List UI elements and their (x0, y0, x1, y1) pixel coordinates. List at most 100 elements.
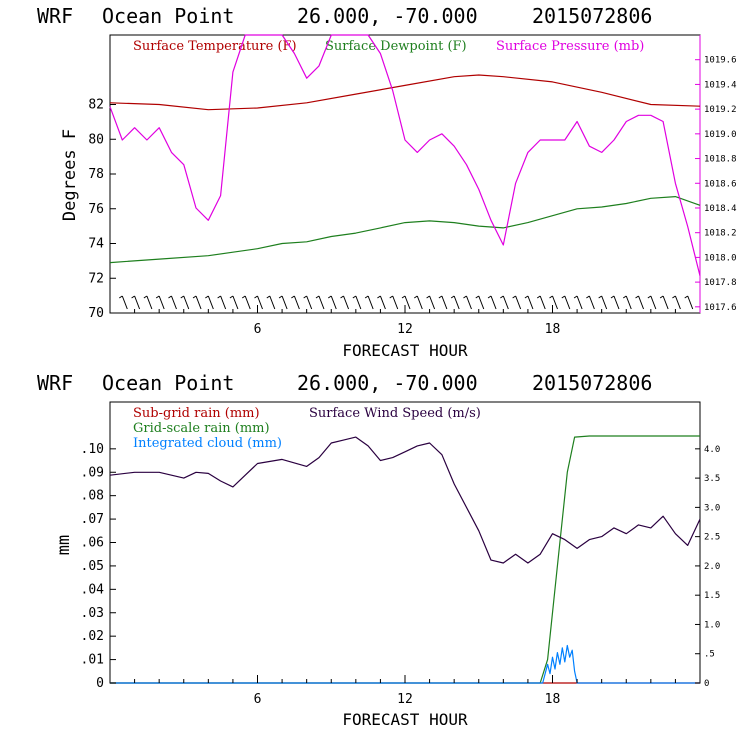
wind-barb-flag (438, 295, 443, 299)
wind-barb-staff (552, 295, 558, 310)
wind-barb-flag (131, 295, 135, 299)
wind-barb-staff (134, 295, 141, 310)
y-tick-label: 80 (88, 132, 104, 147)
y2-tick-label: 1019.4 (704, 80, 737, 90)
wind-barb-staff (478, 295, 485, 310)
wind-barb-staff (293, 295, 300, 310)
y-tick-label: 76 (88, 202, 104, 217)
wind-barb-staff (527, 295, 534, 310)
wind-barb-flag (635, 295, 639, 299)
wind-barb-staff (601, 295, 608, 310)
header-location-2: Ocean Point (102, 371, 234, 395)
wind-barb-staff (576, 295, 583, 310)
wind-barb-flag (340, 295, 344, 299)
wind-barb-flag (561, 295, 566, 299)
wind-barb-flag (364, 295, 369, 299)
y-axis-label-2: mm (54, 535, 74, 555)
legend-gridscale-rain: Grid-scale rain (mm) (133, 421, 270, 436)
wind-barb-staff (257, 295, 263, 310)
wind-barb-flag (672, 295, 676, 299)
wind-barb-staff (674, 295, 681, 310)
wind-barbs (119, 295, 694, 310)
wind-barb-staff (539, 295, 546, 310)
y2-tick-label: 2.0 (704, 562, 720, 572)
wind-barb-flag (586, 295, 590, 299)
wind-barb-flag (647, 295, 652, 299)
wind-barb-flag (241, 295, 246, 299)
wind-barb-staff (588, 295, 595, 310)
wind-barb-staff (429, 295, 436, 310)
y2-tick-label: 3.5 (704, 474, 720, 484)
wind-barb-flag (192, 295, 197, 299)
wind-barb-staff (367, 295, 374, 310)
wind-barb-staff (453, 295, 460, 310)
y2-tick-label: 1018.0 (704, 253, 737, 263)
y-tick-label: .04 (81, 582, 105, 597)
wind-barb-flag (573, 295, 578, 299)
wind-barb-staff (687, 295, 694, 310)
y2-tick-label: 1018.6 (704, 179, 737, 189)
wind-barb-staff (244, 295, 251, 310)
y-tick-label: 0 (96, 676, 104, 691)
wind-barb-staff (638, 295, 645, 310)
wind-barb-flag (684, 295, 688, 299)
wind-barb-flag (610, 295, 615, 299)
legend-wind-speed: Surface Wind Speed (m/s) (309, 406, 481, 421)
series-grid-scale-rain-mm (110, 435, 700, 684)
wind-barb-flag (180, 295, 185, 299)
wind-barb-staff (392, 295, 399, 310)
wind-barb-flag (549, 295, 553, 299)
wind-barb-flag (463, 295, 467, 299)
series-surface-dewpoint-f (109, 196, 701, 264)
wind-barb-flag (143, 295, 148, 299)
wind-barb-flag (450, 295, 455, 299)
wind-barb-flag (414, 295, 418, 299)
wind-barb-flag (217, 295, 221, 299)
y2-tick-label: 1018.8 (704, 155, 737, 165)
wind-barb-flag (291, 295, 295, 299)
wind-barb-staff (355, 295, 362, 310)
y2-tick-label: 1017.6 (704, 303, 737, 313)
wind-barb-staff (416, 295, 423, 310)
wind-barb-staff (146, 295, 153, 310)
wind-barb-flag (622, 295, 627, 299)
wind-barb-staff (306, 295, 313, 310)
y-tick-label: .10 (81, 442, 104, 457)
legend-temperature: Surface Temperature (F) (133, 39, 297, 54)
wind-barb-staff (183, 295, 190, 310)
wind-barb-staff (170, 295, 177, 310)
legend-subgrid-rain: Sub-grid rain (mm) (133, 406, 260, 421)
header-init-2: 2015072806 (532, 371, 652, 395)
wind-barb-flag (536, 295, 541, 299)
wind-barb-flag (487, 295, 492, 299)
y-tick-label: .09 (81, 465, 104, 480)
y2-tick-label: 4.0 (704, 445, 720, 455)
wind-barb-flag (500, 295, 504, 299)
wind-barb-flag (401, 295, 406, 299)
wind-barb-flag (205, 295, 209, 299)
y2-tick-label: 2.5 (704, 533, 720, 543)
y2-tick-label: 1017.8 (704, 278, 737, 288)
wind-barb-staff (158, 295, 165, 310)
y2-tick-label: 1018.4 (704, 204, 737, 214)
wind-barb-flag (168, 295, 172, 299)
series-integrated-cloud-mm (110, 644, 700, 684)
y2-tick-label: 1019.6 (704, 56, 737, 66)
wind-barb-flag (327, 295, 332, 299)
y-tick-label: .07 (81, 512, 104, 527)
x-tick-label: 12 (397, 692, 413, 707)
wind-barb-staff (662, 295, 669, 310)
wind-barb-flag (315, 295, 320, 299)
wind-barb-staff (490, 295, 497, 310)
header-coords-2: 26.000, -70.000 (297, 371, 478, 395)
series-surface-temperature-f (109, 74, 701, 111)
wind-barb-flag (475, 295, 480, 299)
series-surface-pressure-mb (109, 34, 701, 277)
wind-barb-flag (598, 295, 602, 299)
wind-barb-staff (515, 295, 522, 310)
x-axis-label-1: FORECAST HOUR (342, 341, 468, 360)
wind-barb-staff (281, 295, 288, 310)
wind-barb-staff (269, 295, 276, 310)
plot-frame-1 (109, 34, 701, 314)
